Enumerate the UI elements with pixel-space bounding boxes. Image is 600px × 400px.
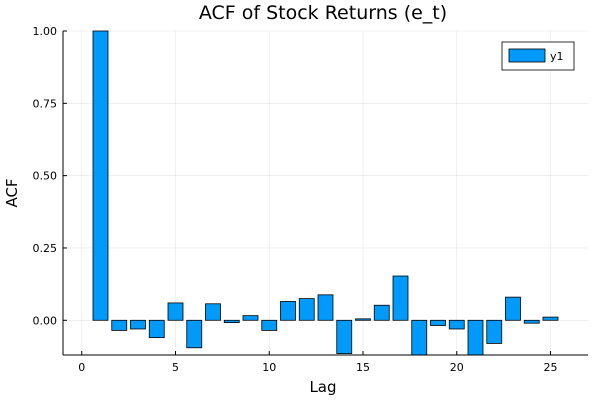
bar [130, 319, 146, 330]
y-tick-label: 0.50 [33, 170, 58, 183]
x-axis-label: Lag [309, 378, 336, 396]
legend-label: y1 [550, 50, 564, 63]
x-tick-label: 15 [356, 361, 370, 374]
bar [242, 315, 259, 321]
bar [355, 318, 371, 321]
bar [411, 319, 428, 356]
bars-layer [92, 30, 559, 356]
x-tick-label: 10 [262, 361, 276, 374]
bar [148, 319, 165, 339]
y-tick-label: 0.75 [33, 97, 58, 110]
ticks-layer: 0 5 10 15 20 25 0.00 0.25 0.50 0.75 1.00 [33, 25, 558, 374]
legend: y1 [501, 41, 575, 71]
bar [523, 319, 540, 324]
y-tick-label: 0.25 [33, 242, 58, 255]
bar [167, 302, 184, 321]
bar [298, 298, 315, 321]
chart-title: ACF of Stock Returns (e_t) [199, 2, 447, 24]
legend-swatch [508, 48, 546, 63]
bar [92, 30, 109, 321]
bar [392, 275, 409, 321]
bar [261, 319, 278, 331]
bar [542, 316, 559, 321]
bar [467, 319, 484, 356]
bar [317, 294, 334, 321]
x-tick-label: 5 [172, 361, 179, 374]
y-axis-label: ACF [3, 178, 21, 207]
bar [111, 319, 128, 331]
axes-layer [62, 31, 588, 356]
bar [336, 319, 353, 354]
bar [280, 301, 296, 321]
bar [430, 319, 446, 326]
bar [448, 319, 465, 330]
x-tick-label: 20 [450, 361, 464, 374]
bar [373, 304, 390, 321]
y-tick-label: 1.00 [33, 25, 58, 38]
x-tick-label: 25 [544, 361, 558, 374]
bar [486, 319, 503, 344]
bar [205, 303, 221, 321]
x-tick-label: 0 [78, 361, 85, 374]
y-tick-label: 0.00 [33, 314, 58, 327]
bar [186, 319, 203, 349]
bar [505, 296, 521, 321]
bar [223, 319, 240, 323]
